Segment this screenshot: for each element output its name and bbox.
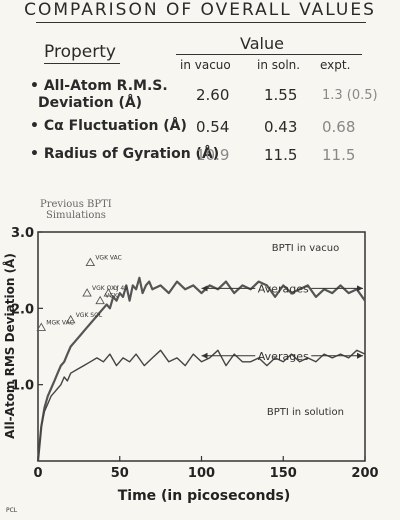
table-row-label: • Radius of Gyration (Å) <box>30 146 220 162</box>
table-row-label: • Cα Fluctuation (Å) <box>30 118 187 134</box>
previous-sim-marker-label: LJ 49 <box>113 285 128 292</box>
plot-frame <box>37 231 366 462</box>
row-label-line1: Cα Fluctuation (Å) <box>43 118 187 134</box>
x-tick-label: 0 <box>33 466 42 481</box>
previous-sim-label-line2: Simulations <box>46 210 106 221</box>
previous-sim-marker <box>95 295 105 305</box>
table-cell: 0.43 <box>264 118 298 136</box>
table-cell: 1.3 (0.5) <box>322 88 378 103</box>
column-header-in-vacuo: in vacuo <box>180 58 231 72</box>
x-axis-title: Time (in picoseconds) <box>118 488 291 504</box>
x-tick-label: 150 <box>270 466 297 481</box>
averages-label-solution: Averages <box>258 350 309 363</box>
value-header-underline <box>176 54 362 55</box>
x-tick-label: 100 <box>188 466 215 481</box>
table-cell: 0.68 <box>322 118 356 136</box>
series-label-solution: BPTI in solution <box>267 407 344 418</box>
column-header-in-soln: in soln. <box>257 58 301 72</box>
averages-label-vacuo: Averages <box>258 282 309 295</box>
table-cell: 1.55 <box>264 86 298 104</box>
y-tick-label: 2.0 <box>11 302 34 317</box>
previous-sim-marker <box>36 322 47 331</box>
averages-arrowhead-left <box>201 352 208 359</box>
previous-sim-marker-label: VGK VAC <box>95 255 122 262</box>
x-tick-label: 200 <box>351 466 378 481</box>
series-line-vacuo <box>36 276 366 462</box>
y-tick-label: 3.0 <box>11 226 34 241</box>
x-tick-label: 50 <box>111 466 129 481</box>
row-label-line1: Radius of Gyration (Å) <box>43 146 220 162</box>
page-title: COMPARISON OF OVERALL VALUES <box>24 0 376 20</box>
y-axis-title: All-Atom RMS Deviation (Å) <box>2 253 17 439</box>
table-cell: 11.5 <box>322 146 356 164</box>
row-label-line1: All-Atom R.M.S. <box>43 78 168 94</box>
column-header-expt: expt. <box>320 58 351 72</box>
previous-sim-marker <box>103 288 114 297</box>
series-label-vacuo: BPTI in vacuo <box>272 243 339 254</box>
previous-sim-label-line1: Previous BPTI <box>40 199 112 210</box>
property-header-underline <box>44 63 120 64</box>
table-cell: 2.60 <box>196 86 230 104</box>
series-line-solution <box>37 349 366 462</box>
table-cell: 10.9 <box>196 146 230 164</box>
previous-sim-marker-label: MGK VAC <box>46 319 74 326</box>
previous-sim-marker-label: VGK SOL <box>76 312 103 319</box>
property-header: Property <box>44 42 116 62</box>
previous-sim-marker <box>85 257 96 266</box>
previous-sim-marker <box>65 314 76 324</box>
title-underline <box>36 22 366 23</box>
table-row-label: • All-Atom R.M.S. <box>30 78 168 94</box>
value-header: Value <box>240 34 284 53</box>
previous-sim-marker-label: VGK <box>105 293 119 300</box>
table-cell: 11.5 <box>264 146 298 164</box>
averages-arrowhead-right <box>357 352 363 359</box>
table-cell: 0.54 <box>196 118 230 136</box>
y-tick-label: 1.0 <box>11 379 34 394</box>
averages-arrowhead-left <box>201 285 208 292</box>
corner-note: PCL <box>6 507 18 514</box>
previous-sim-marker-label: VGK OXY <box>92 285 119 292</box>
averages-arrowhead-right <box>357 285 363 292</box>
previous-sim-marker <box>82 288 92 297</box>
row-label-line2: Deviation (Å) <box>38 95 143 111</box>
